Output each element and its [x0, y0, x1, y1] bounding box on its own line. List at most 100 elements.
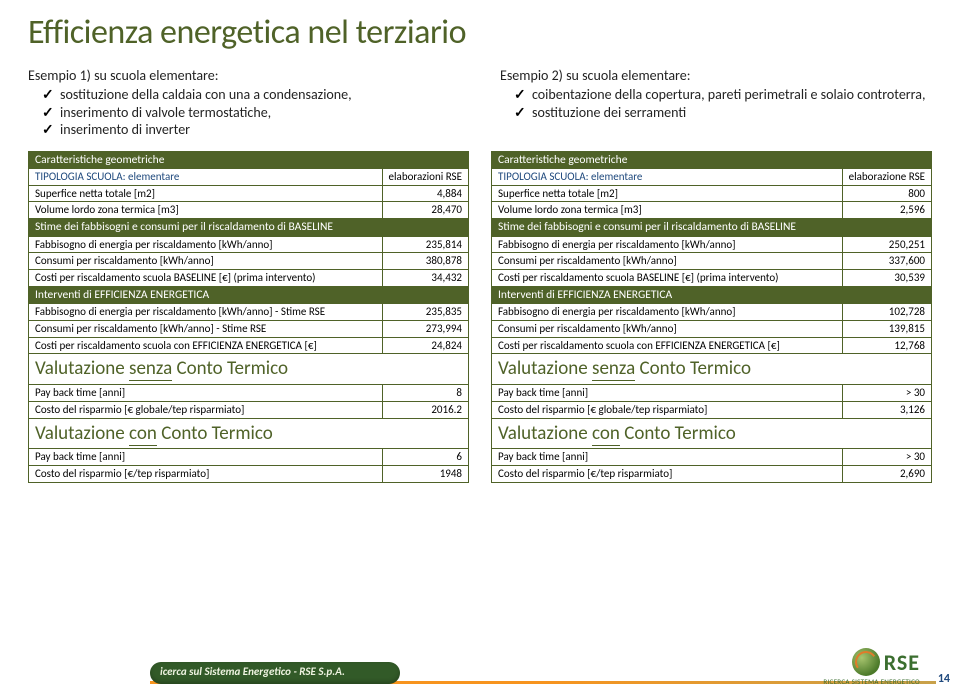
table-label-cell: Costo del risparmio [€ globale/tep rispa… [492, 401, 843, 418]
table-row: Costo del risparmio [€ globale/tep rispa… [29, 401, 469, 418]
table-value-cell: 28,470 [382, 202, 468, 219]
table-label-cell: Costo del risparmio [€/tep risparmiato] [492, 466, 843, 483]
table-label-cell: Consumi per riscaldamento [kWh/anno] - S… [29, 320, 383, 337]
table-label-cell: Pay back time [anni] [29, 385, 383, 402]
footer-logo: RSE [852, 648, 920, 676]
table-label-cell: Costi per riscaldamento scuola BASELINE … [29, 270, 383, 287]
table-label-cell: Costo del risparmio [€ globale/tep rispa… [29, 401, 383, 418]
table-row: Pay back time [anni]> 30 [492, 385, 932, 402]
table-label-cell: Consumi per riscaldamento [kWh/anno] [492, 253, 843, 270]
table-row: Interventi di EFFICIENZA ENERGETICA [29, 286, 469, 303]
table-row: Costo del risparmio [€/tep risparmiato]2… [492, 466, 932, 483]
table-row: Consumi per riscaldamento [kWh/anno]139,… [492, 320, 932, 337]
table-label-cell: Volume lordo zona termica [m3] [492, 202, 843, 219]
table-value-cell: 102,728 [842, 304, 931, 321]
page-number: 14 [938, 672, 950, 686]
table-header-cell: Caratteristiche geometriche [492, 151, 932, 168]
table-label-cell: Fabbisogno di energia per riscaldamento … [29, 304, 383, 321]
table-label-cell: Fabbisogno di energia per riscaldamento … [492, 304, 843, 321]
table-header-cell: Interventi di EFFICIENZA ENERGETICA [29, 286, 469, 303]
footer-pill: icerca sul Sistema Energetico - RSE S.p.… [150, 662, 400, 684]
table-value-cell: 24,824 [382, 337, 468, 354]
table-row: Costi per riscaldamento scuola BASELINE … [492, 270, 932, 287]
table-row: TIPOLOGIA SCUOLA: elementareelaborazioni… [29, 168, 469, 185]
table-row: Costi per riscaldamento scuola con EFFIC… [492, 337, 932, 354]
table-row: Valutazione con Conto Termico [492, 418, 932, 449]
intro-columns: Esempio 1) su scuola elementare: sostitu… [28, 67, 932, 139]
table-header-cell: Interventi di EFFICIENZA ENERGETICA [492, 286, 932, 303]
table-left: Caratteristiche geometricheTIPOLOGIA SCU… [28, 151, 469, 483]
table-row: Costo del risparmio [€/tep risparmiato]1… [29, 466, 469, 483]
table-value-cell: elaborazione RSE [842, 168, 931, 185]
table-label-cell: Pay back time [anni] [29, 449, 383, 466]
table-label-cell: Superfice netta totale [m2] [492, 185, 843, 202]
table-header-cell: Stime dei fabbisogni e consumi per il ri… [492, 219, 932, 236]
table-row: Consumi per riscaldamento [kWh/anno]337,… [492, 253, 932, 270]
table-row: Volume lordo zona termica [m3]2,596 [492, 202, 932, 219]
table-row: Caratteristiche geometriche [492, 151, 932, 168]
table-row: Interventi di EFFICIENZA ENERGETICA [492, 286, 932, 303]
intro-left-list: sostituzione della caldaia con una a con… [28, 86, 460, 139]
intro-right-heading: Esempio 2) su scuola elementare: [500, 67, 932, 84]
footer-subtext: RICERCA SISTEMA ENERGETICO [823, 677, 920, 686]
table-value-cell: 250,251 [842, 236, 931, 253]
table-value-cell: > 30 [842, 385, 931, 402]
table-row: Caratteristiche geometriche [29, 151, 469, 168]
table-label-cell: TIPOLOGIA SCUOLA: elementare [492, 168, 843, 185]
table-right: Caratteristiche geometricheTIPOLOGIA SCU… [491, 151, 932, 483]
table-label-cell: Fabbisogno di energia per riscaldamento … [29, 236, 383, 253]
table-row: Costo del risparmio [€ globale/tep rispa… [492, 401, 932, 418]
table-value-cell: 273,994 [382, 320, 468, 337]
table-label-cell: Pay back time [anni] [492, 385, 843, 402]
table-header-cell: Stime dei fabbisogni e consumi per il ri… [29, 219, 469, 236]
intro-left: Esempio 1) su scuola elementare: sostitu… [28, 67, 460, 139]
table-row: Stime dei fabbisogni e consumi per il ri… [492, 219, 932, 236]
intro-left-heading: Esempio 1) su scuola elementare: [28, 67, 460, 84]
check-item: inserimento di valvole termostatiche, [46, 104, 460, 122]
table-row: Volume lordo zona termica [m3]28,470 [29, 202, 469, 219]
table-row: Fabbisogno di energia per riscaldamento … [492, 236, 932, 253]
table-value-cell: 12,768 [842, 337, 931, 354]
table-row: Pay back time [anni]8 [29, 385, 469, 402]
table-value-cell: 2,690 [842, 466, 931, 483]
table-value-cell: elaborazioni RSE [382, 168, 468, 185]
table-value-cell: 1948 [382, 466, 468, 483]
table-label-cell: Pay back time [anni] [492, 449, 843, 466]
table-header-cell: Caratteristiche geometriche [29, 151, 469, 168]
table-label-cell: Fabbisogno di energia per riscaldamento … [492, 236, 843, 253]
table-value-cell: 2016.2 [382, 401, 468, 418]
table-value-cell: 8 [382, 385, 468, 402]
footer: icerca sul Sistema Energetico - RSE S.p.… [0, 654, 960, 690]
table-label-cell: Consumi per riscaldamento [kWh/anno] [492, 320, 843, 337]
table-section-cell: Valutazione con Conto Termico [29, 418, 469, 449]
table-value-cell: 6 [382, 449, 468, 466]
page-title: Efficienza energetica nel terziario [28, 12, 932, 53]
table-value-cell: 2,596 [842, 202, 931, 219]
table-row: Pay back time [anni]6 [29, 449, 469, 466]
table-section-cell: Valutazione con Conto Termico [492, 418, 932, 449]
table-label-cell: Costo del risparmio [€/tep risparmiato] [29, 466, 383, 483]
check-item: sostituzione dei serramenti [518, 104, 932, 122]
table-row: Fabbisogno di energia per riscaldamento … [29, 304, 469, 321]
table-value-cell: 4,884 [382, 185, 468, 202]
table-row: Superfice netta totale [m2]800 [492, 185, 932, 202]
table-row: TIPOLOGIA SCUOLA: elementareelaborazione… [492, 168, 932, 185]
table-row: Valutazione con Conto Termico [29, 418, 469, 449]
intro-right-list: coibentazione della copertura, pareti pe… [500, 86, 932, 121]
table-label-cell: Costi per riscaldamento scuola con EFFIC… [29, 337, 383, 354]
table-value-cell: 235,814 [382, 236, 468, 253]
table-label-cell: TIPOLOGIA SCUOLA: elementare [29, 168, 383, 185]
globe-icon [852, 648, 880, 676]
table-value-cell: 235,835 [382, 304, 468, 321]
table-value-cell: 30,539 [842, 270, 931, 287]
table-value-cell: > 30 [842, 449, 931, 466]
check-item: inserimento di inverter [46, 121, 460, 139]
table-value-cell: 34,432 [382, 270, 468, 287]
check-item: coibentazione della copertura, pareti pe… [518, 86, 932, 104]
table-value-cell: 380,878 [382, 253, 468, 270]
table-row: Fabbisogno di energia per riscaldamento … [29, 236, 469, 253]
table-row: Consumi per riscaldamento [kWh/anno] - S… [29, 320, 469, 337]
table-value-cell: 3,126 [842, 401, 931, 418]
tables-wrapper: Caratteristiche geometricheTIPOLOGIA SCU… [28, 151, 932, 483]
table-row: Superfice netta totale [m2]4,884 [29, 185, 469, 202]
